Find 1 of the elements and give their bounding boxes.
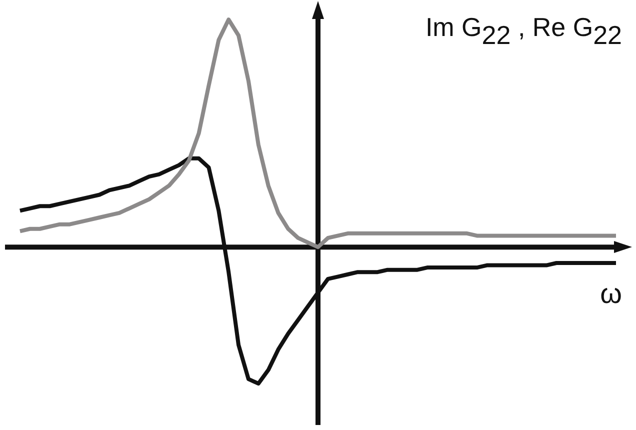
x-axis-title: ω [600, 278, 622, 310]
